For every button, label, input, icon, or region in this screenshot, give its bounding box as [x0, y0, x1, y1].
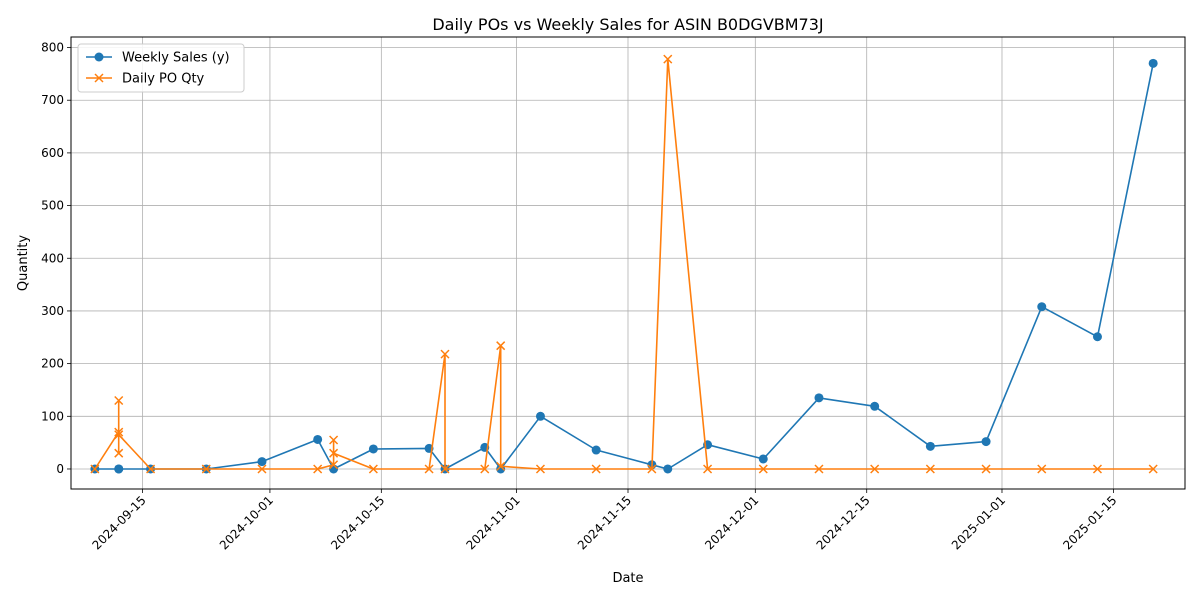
data-point — [114, 395, 124, 406]
y-tick-label: 800 — [41, 41, 64, 55]
data-point — [114, 464, 124, 474]
x-tick-label: 2024-09-15 — [90, 493, 149, 552]
x-axis-label: Date — [612, 571, 643, 586]
y-tick-label: 600 — [41, 146, 64, 160]
data-point — [424, 464, 434, 474]
legend-label: Weekly Sales (y) — [122, 51, 230, 66]
y-axis-label: Quantity — [16, 235, 31, 291]
data-point — [1148, 58, 1158, 68]
legend: Weekly Sales (y) Daily PO Qty — [77, 43, 245, 93]
data-point — [114, 427, 124, 437]
data-point — [257, 457, 267, 467]
data-point — [313, 464, 323, 474]
x-tick-label: 2024-10-01 — [217, 493, 276, 552]
axis-ticks: 0 100 200 300 400 500 600 700 800 2024-09-15 2024-… — [41, 41, 1119, 553]
x-tick-label: 2025-01-01 — [949, 493, 1008, 552]
x-tick-label: 2025-01-15 — [1060, 493, 1119, 552]
legend-label: Daily PO Qty — [122, 72, 205, 87]
x-tick-label: 2024-10-15 — [328, 493, 387, 552]
data-point — [663, 464, 673, 474]
y-tick-label: 300 — [41, 304, 64, 318]
data-point — [1148, 464, 1158, 474]
y-tick-label: 500 — [41, 199, 64, 213]
data-point — [535, 464, 546, 474]
data-point — [591, 464, 601, 474]
data-point — [1092, 332, 1102, 342]
data-point — [981, 437, 991, 447]
series-line — [94, 63, 1154, 470]
data-point — [1092, 464, 1103, 474]
data-point — [440, 464, 450, 474]
data-point — [925, 441, 935, 451]
plot-series — [90, 54, 1158, 474]
data-point — [647, 464, 657, 474]
data-point — [535, 411, 545, 421]
data-point — [870, 401, 880, 411]
data-point — [925, 464, 935, 474]
y-tick-label: 400 — [41, 251, 64, 265]
data-point — [329, 448, 339, 458]
data-point — [146, 464, 156, 474]
data-point — [329, 435, 339, 445]
chart-title: Daily POs vs Weekly Sales for ASIN B0DGV… — [432, 15, 823, 34]
data-point — [480, 464, 490, 474]
data-point — [591, 445, 601, 455]
y-tick-label: 700 — [41, 93, 64, 107]
y-tick-label: 0 — [56, 462, 64, 476]
x-tick-label: 2024-12-01 — [702, 493, 761, 552]
data-point — [758, 464, 768, 474]
legend-marker — [94, 52, 104, 62]
data-point — [114, 430, 124, 440]
x-tick-label: 2024-11-15 — [575, 493, 634, 552]
data-point — [496, 341, 506, 351]
data-point — [758, 454, 768, 464]
data-point — [368, 464, 378, 474]
data-point — [814, 393, 824, 403]
data-point — [870, 464, 880, 474]
legend-box — [77, 43, 245, 93]
grid-lines — [71, 37, 1185, 489]
data-point — [90, 464, 100, 474]
data-point — [313, 434, 323, 444]
data-point — [201, 464, 211, 474]
data-point — [368, 444, 378, 454]
x-tick-label: 2024-12-15 — [814, 493, 873, 552]
data-point — [329, 460, 339, 470]
y-tick-label: 100 — [41, 409, 64, 423]
data-point — [257, 464, 267, 474]
data-point — [981, 464, 991, 474]
y-tick-label: 200 — [41, 357, 64, 371]
series-0 — [90, 58, 1158, 474]
data-point — [814, 464, 824, 474]
x-tick-label: 2024-11-01 — [464, 493, 523, 552]
series-line — [94, 58, 1154, 470]
data-point — [1037, 302, 1047, 312]
series-1 — [90, 54, 1158, 474]
data-point — [496, 461, 506, 471]
data-point — [663, 54, 673, 64]
data-point — [114, 448, 124, 458]
legend-marker — [94, 73, 104, 83]
data-point — [1037, 464, 1047, 474]
data-point — [440, 349, 450, 359]
data-point — [703, 464, 713, 474]
